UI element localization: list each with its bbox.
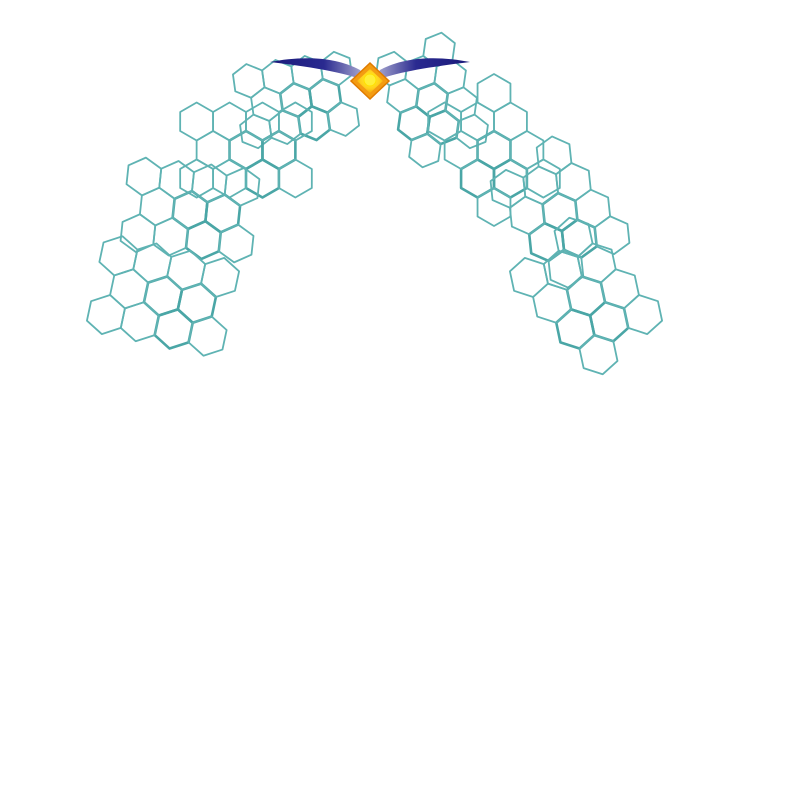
hexagon-cell bbox=[476, 187, 512, 227]
hexagon-cell bbox=[493, 101, 528, 142]
hexagon-cell bbox=[239, 113, 273, 150]
hex-cluster-right bbox=[427, 73, 561, 227]
hexagon-cell bbox=[574, 188, 612, 229]
hex-cluster-left bbox=[119, 156, 261, 264]
hexagon-cell bbox=[509, 257, 549, 298]
left-wing-shape bbox=[270, 58, 368, 82]
top-ornament bbox=[270, 58, 470, 101]
hexagon-cell bbox=[535, 135, 573, 176]
hex-cluster-right bbox=[509, 216, 663, 376]
hex-cluster-right bbox=[489, 135, 631, 289]
hexagon-cell bbox=[98, 235, 139, 277]
hexagon-cell bbox=[593, 215, 631, 256]
hexagon-cell bbox=[527, 221, 566, 263]
hexagon-cell bbox=[509, 130, 545, 170]
hexagon-cell bbox=[187, 315, 228, 357]
hexagon-cell bbox=[179, 158, 215, 199]
gem-core-icon bbox=[363, 73, 377, 87]
hexagon-cell bbox=[525, 158, 561, 199]
hexagon-cell bbox=[200, 257, 240, 298]
hexagon-cell bbox=[179, 101, 214, 142]
hexagon-cell bbox=[125, 156, 163, 197]
hexagon-cell bbox=[326, 101, 360, 137]
hexagon-cell bbox=[204, 193, 242, 234]
honeycomb-arch bbox=[86, 31, 663, 376]
hexagon-cell bbox=[443, 130, 479, 170]
hexagon-cell bbox=[476, 73, 512, 113]
hexagon-cell bbox=[138, 186, 176, 227]
hexagon-cell bbox=[578, 334, 619, 376]
hexagon-cell bbox=[408, 132, 442, 169]
hexagon-cell bbox=[553, 216, 594, 258]
hexagon-cell bbox=[455, 113, 489, 150]
hexagon-cell bbox=[427, 101, 463, 142]
hexagon-cell bbox=[261, 129, 297, 171]
hexagon-cell bbox=[223, 166, 261, 207]
hex-cluster-right bbox=[375, 31, 489, 169]
hexagon-cell bbox=[277, 101, 313, 142]
hexagon-cell bbox=[623, 294, 663, 335]
hex-cluster-left bbox=[179, 101, 313, 199]
right-wing-shape bbox=[372, 58, 470, 82]
hexagon-cell bbox=[217, 223, 255, 264]
hexagon-cell bbox=[489, 168, 527, 209]
hexagon-cell bbox=[278, 158, 313, 199]
hexagon-cell bbox=[555, 162, 592, 202]
hexagon-cell bbox=[86, 294, 126, 335]
hex-cluster-left bbox=[86, 235, 240, 357]
hexagon-cell bbox=[232, 63, 266, 99]
